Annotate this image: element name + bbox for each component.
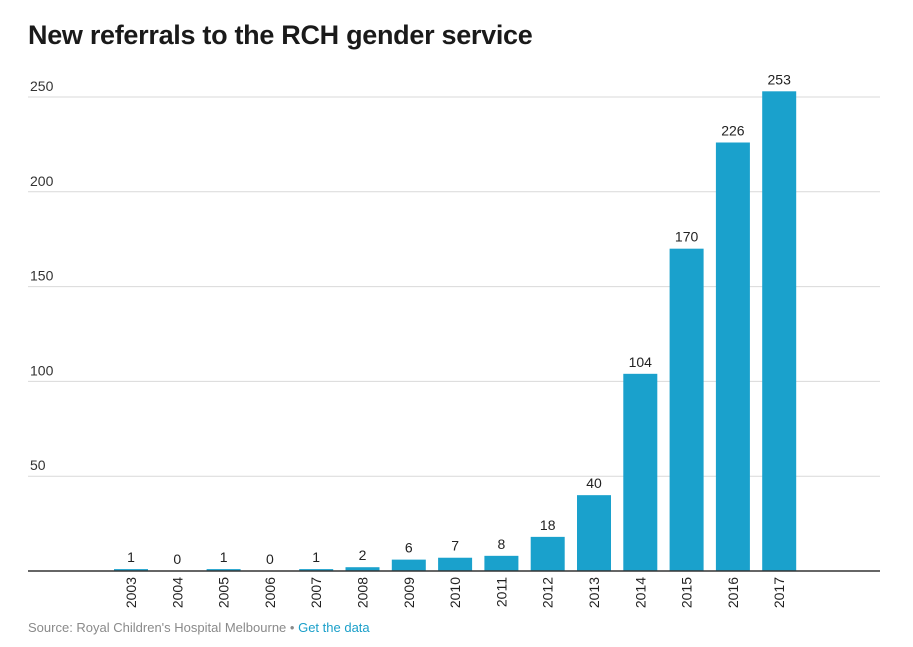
x-tick-label-2008: 2008 [355, 577, 371, 608]
data-label-2013: 40 [586, 475, 602, 491]
x-tick-label-2011: 2011 [493, 577, 509, 607]
x-axis-ticks: 2003 2004 2005 2006 2007 2008 2009 2010 2011 2012… [123, 577, 787, 608]
source-text: Source: Royal Children's Hospital Melbou… [28, 620, 287, 635]
y-axis-ticks: 50 100 150 200 250 [30, 78, 54, 473]
data-label-2007: 1 [312, 549, 320, 565]
bar-2016 [715, 142, 750, 571]
x-tick-label-2004: 2004 [169, 577, 185, 608]
y-tick-label-50: 50 [30, 457, 46, 473]
data-label-2012: 18 [540, 517, 556, 533]
footer: Source: Royal Children's Hospital Melbou… [28, 620, 370, 635]
bar-2003 [114, 569, 148, 571]
data-label-2009: 6 [405, 540, 413, 556]
y-tick-label-150: 150 [30, 268, 54, 284]
x-tick-label-2012: 2012 [540, 577, 556, 608]
data-label-2016: 226 [721, 123, 745, 139]
data-label-2011: 8 [498, 536, 506, 552]
chart-title: New referrals to the RCH gender service [28, 20, 533, 50]
bar-2013 [577, 495, 611, 571]
bars [114, 91, 797, 571]
y-tick-label-100: 100 [30, 362, 54, 378]
bar-2014 [623, 373, 658, 571]
bar-2005 [206, 569, 241, 571]
data-label-2003: 1 [127, 549, 135, 565]
y-tick-label-200: 200 [30, 173, 54, 189]
bar-2017 [762, 91, 797, 571]
gridlines [28, 96, 880, 477]
bar-2007 [299, 569, 334, 571]
bar-2012 [530, 536, 565, 571]
x-tick-label-2016: 2016 [725, 577, 741, 608]
data-label-2010: 7 [451, 538, 459, 554]
data-label-2005: 1 [220, 549, 228, 565]
x-tick-label-2003: 2003 [123, 577, 139, 608]
x-tick-label-2017: 2017 [771, 577, 787, 608]
x-tick-label-2005: 2005 [216, 577, 232, 608]
y-tick-label-250: 250 [30, 78, 54, 94]
data-label-2006: 0 [266, 551, 274, 567]
data-label-2015: 170 [675, 229, 699, 245]
get-the-data-link[interactable]: Get the data [298, 620, 370, 635]
data-labels: 1 0 1 0 1 2 6 7 8 18 40 104 170 226 253 [127, 71, 791, 567]
bar-2008 [345, 567, 380, 571]
bar-2010 [438, 557, 473, 571]
separator: • [289, 620, 295, 635]
data-label-2004: 0 [173, 551, 181, 567]
x-tick-label-2015: 2015 [679, 577, 695, 608]
x-tick-label-2007: 2007 [308, 577, 324, 608]
data-label-2008: 2 [359, 547, 367, 563]
x-tick-label-2014: 2014 [632, 577, 648, 608]
x-tick-label-2010: 2010 [447, 577, 463, 608]
x-tick-label-2006: 2006 [262, 577, 278, 608]
x-tick-label-2009: 2009 [401, 577, 417, 608]
bar-2015 [669, 248, 704, 571]
x-tick-label-2013: 2013 [586, 577, 602, 608]
data-label-2017: 253 [768, 71, 792, 87]
data-label-2014: 104 [629, 354, 653, 370]
bar-2009 [391, 559, 426, 571]
bar-2011 [484, 555, 519, 571]
